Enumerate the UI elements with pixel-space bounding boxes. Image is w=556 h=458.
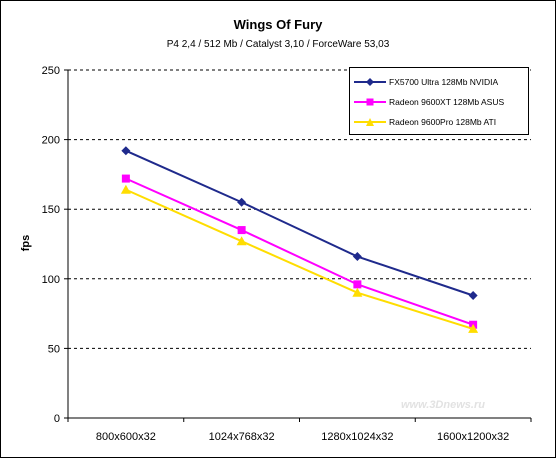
legend-swatch-9600xt	[354, 98, 386, 106]
chart-subtitle: P4 2,4 / 512 Mb / Catalyst 3,10 / ForceW…	[166, 39, 390, 50]
data-point	[120, 184, 131, 194]
legend-item-9600xt: Radeon 9600XT 128Mb ASUS	[350, 92, 528, 112]
legend-label-9600xt: Radeon 9600XT 128Mb ASUS	[389, 97, 505, 107]
y-tick-label: 250	[42, 65, 60, 77]
legend-swatch-fx5700	[354, 78, 386, 86]
data-point	[468, 323, 479, 333]
data-point	[237, 197, 247, 207]
x-tick-label: 1280x1024x32	[321, 431, 393, 443]
y-tick-label: 150	[42, 204, 60, 216]
y-tick-label: 50	[48, 343, 60, 355]
legend-item-9600pro: Radeon 9600Pro 128Mb ATI	[350, 112, 528, 132]
x-tick-label: 1600x1200x32	[437, 431, 509, 443]
legend-item-fx5700: FX5700 Ultra 128Mb NVIDIA	[350, 72, 528, 92]
data-point	[468, 291, 478, 301]
legend-label-fx5700: FX5700 Ultra 128Mb NVIDIA	[389, 77, 499, 87]
data-point	[236, 236, 247, 246]
y-tick-label: 100	[42, 274, 60, 286]
x-tick-label: 1024x768x32	[209, 431, 275, 443]
data-point	[237, 226, 246, 235]
y-tick-label: 0	[54, 413, 60, 425]
x-tick-label: 800x600x32	[96, 431, 156, 443]
legend-swatch-9600pro	[354, 118, 386, 126]
data-point	[121, 174, 130, 183]
watermark: www.3Dnews.ru	[401, 399, 485, 411]
data-point	[352, 287, 363, 297]
series-line-0	[125, 149, 474, 297]
data-point	[121, 146, 131, 156]
series-line-1	[125, 177, 474, 326]
data-point	[352, 252, 362, 262]
legend-label-9600pro: Radeon 9600Pro 128Mb ATI	[389, 117, 497, 127]
legend: FX5700 Ultra 128Mb NVIDIA Radeon 9600XT …	[349, 67, 529, 135]
data-point	[353, 280, 362, 289]
series-line-2	[125, 188, 474, 330]
y-tick-label: 200	[42, 135, 60, 147]
chart-title: Wings Of Fury	[233, 17, 323, 32]
